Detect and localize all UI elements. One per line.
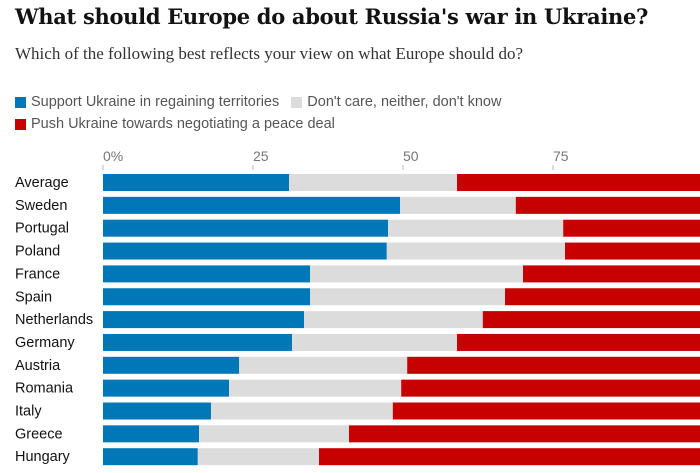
bar-segment — [515, 196, 700, 214]
x-tick-label: 50 — [403, 148, 419, 164]
bar-segment — [401, 379, 700, 397]
bar-segment — [482, 311, 700, 329]
bar-segment — [349, 425, 700, 443]
x-tick-label: 75 — [553, 148, 569, 164]
category-label: Spain — [15, 289, 52, 305]
category-label: Greece — [15, 426, 63, 442]
bar-segment — [103, 402, 211, 420]
legend-item-support: Support Ukraine in regaining territories — [15, 91, 279, 113]
category-label: Romania — [15, 381, 74, 397]
category-label: Sweden — [15, 198, 67, 214]
bar-segment — [103, 242, 387, 260]
category-label: Poland — [15, 244, 60, 260]
bar-segment — [103, 288, 310, 306]
legend-label: Push Ukraine towards negotiating a peace… — [31, 116, 335, 132]
bar-segment — [310, 288, 505, 306]
bar-segment — [103, 333, 292, 351]
bar-segment — [103, 448, 198, 466]
category-label: Portugal — [15, 221, 69, 237]
category-label: Italy — [15, 404, 42, 420]
bar-segment — [565, 242, 700, 260]
chart-subtitle: Which of the following best reflects you… — [15, 44, 523, 63]
bar-segment — [292, 333, 457, 351]
category-label: Netherlands — [15, 312, 93, 328]
bar-segment — [103, 379, 229, 397]
legend-label: Don't care, neither, don't know — [307, 94, 502, 110]
bar-segment — [319, 448, 700, 466]
bar-segment — [103, 196, 400, 214]
legend-swatch — [291, 96, 303, 108]
bar-segment — [103, 219, 388, 237]
legend-label: Support Ukraine in regaining territories — [31, 94, 280, 110]
bar-segment — [388, 219, 564, 237]
bar-segment — [400, 196, 516, 214]
bar-segment — [457, 174, 700, 191]
bar-segment — [103, 265, 310, 283]
legend-item-dont-care: Don't care, neither, don't know — [291, 91, 501, 113]
bar-segment — [457, 333, 700, 351]
bar-segment — [523, 265, 700, 283]
category-label: France — [15, 266, 60, 282]
legend-item-push: Push Ukraine towards negotiating a peace… — [15, 113, 335, 135]
bar-segment — [211, 402, 393, 420]
bar-segment — [197, 448, 319, 466]
bar-segment — [103, 356, 240, 374]
category-label: Germany — [15, 335, 75, 351]
x-tick-label: 25 — [253, 148, 269, 164]
category-label: Austria — [15, 358, 61, 374]
category-label: Hungary — [15, 449, 71, 465]
bar-segment — [103, 425, 199, 443]
bar-segment — [239, 356, 408, 374]
legend-swatch — [15, 96, 26, 108]
bar-segment — [386, 242, 565, 260]
category-label: Average — [15, 175, 69, 191]
bar-segment — [199, 425, 349, 443]
chart-title: What should Europe do about Russia's war… — [15, 4, 649, 29]
bar-segment — [392, 402, 700, 420]
legend: Support Ukraine in regaining territories… — [15, 91, 535, 135]
bar-segment — [563, 219, 700, 237]
bar-segment — [229, 379, 402, 397]
bar-segment — [407, 356, 700, 374]
bar-segment — [505, 288, 700, 306]
bar-segment — [310, 265, 523, 283]
x-tick-label: 0% — [103, 148, 123, 164]
bar-segment — [289, 174, 457, 191]
bar-segment — [103, 311, 304, 329]
bar-segment — [103, 174, 289, 191]
legend-swatch — [15, 118, 26, 130]
bar-segment — [304, 311, 483, 329]
